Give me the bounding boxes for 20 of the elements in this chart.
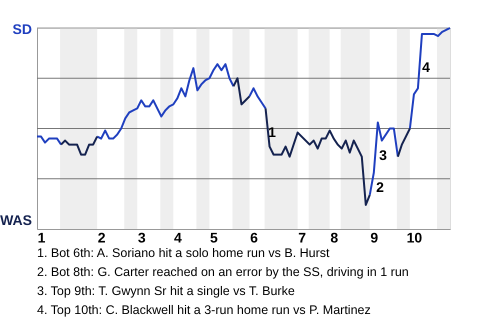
- x-tick-label: 8: [330, 230, 338, 246]
- text: 4. Top 10th: C. Blackwell hit a 3-run home run vs P. Martinez: [37, 303, 371, 317]
- x-tick-label: 9: [370, 230, 378, 246]
- text: 2. Bot 8th: G. Carter reached on an error by the SS, driving in 1 run: [37, 265, 409, 279]
- x-tick-label: 6: [250, 230, 258, 246]
- annotation: 3: [379, 147, 388, 163]
- x-tick-label: 3: [138, 230, 146, 246]
- text: WAS: [0, 212, 32, 228]
- x-tick-label: 2: [98, 230, 106, 246]
- x-tick-label: 4: [174, 230, 182, 246]
- annotation: 1: [268, 124, 276, 140]
- x-tick-label: 1: [38, 230, 46, 246]
- x-tick-label: 5: [210, 230, 218, 246]
- text: 1. Bot 6th: A. Soriano hit a solo home run vs B. Hurst: [37, 246, 330, 260]
- x-tick-label: 10: [406, 230, 422, 246]
- annotation: 4: [422, 59, 430, 75]
- annotation: 2: [376, 179, 384, 195]
- text: 3. Top 9th: T. Gwynn Sr hit a single vs T. Burke: [37, 284, 295, 298]
- x-tick-label: 7: [298, 230, 306, 246]
- text: SD: [12, 21, 32, 37]
